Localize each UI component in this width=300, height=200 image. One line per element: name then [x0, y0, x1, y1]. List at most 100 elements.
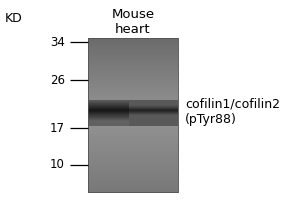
Bar	[88, 100, 178, 101]
Bar	[88, 123, 178, 124]
Bar	[88, 190, 178, 191]
Text: Mouse
heart: Mouse heart	[111, 8, 154, 36]
Bar	[88, 114, 178, 115]
Bar	[88, 48, 178, 49]
Bar	[88, 124, 178, 126]
Bar	[88, 110, 128, 111]
Bar	[88, 122, 128, 123]
Bar	[88, 111, 178, 112]
Bar	[88, 105, 178, 106]
Bar	[88, 124, 128, 125]
Bar	[88, 179, 178, 180]
Bar	[88, 116, 178, 117]
Bar	[88, 75, 178, 76]
Bar	[88, 172, 178, 173]
Bar	[88, 64, 178, 65]
Bar	[88, 59, 178, 60]
Bar	[88, 157, 178, 158]
Bar	[88, 113, 128, 114]
Bar	[88, 133, 178, 134]
Bar	[88, 104, 128, 105]
Bar	[88, 52, 178, 53]
Bar	[88, 86, 178, 87]
Bar	[88, 60, 178, 61]
Bar	[88, 106, 128, 107]
Bar	[88, 115, 178, 116]
Bar	[88, 90, 178, 92]
Bar	[88, 93, 178, 94]
Bar	[88, 163, 178, 164]
Bar	[88, 112, 128, 113]
Bar	[88, 147, 178, 149]
Bar	[88, 182, 178, 183]
Bar	[88, 111, 178, 112]
Bar	[88, 102, 178, 103]
Bar	[88, 80, 178, 81]
Text: cofilin1/cofilin2
(pTyr88): cofilin1/cofilin2 (pTyr88)	[185, 98, 280, 127]
Bar	[88, 101, 128, 102]
Bar	[88, 107, 128, 108]
Bar	[88, 61, 178, 62]
Bar	[88, 82, 178, 83]
Bar	[88, 173, 178, 174]
Bar	[88, 41, 178, 42]
Bar	[88, 169, 178, 170]
Bar	[88, 101, 178, 102]
Bar	[88, 100, 178, 101]
Bar	[88, 131, 178, 132]
Bar	[88, 121, 178, 122]
Bar	[88, 153, 178, 154]
Bar	[88, 149, 178, 150]
Bar	[88, 120, 178, 121]
Bar	[88, 151, 178, 152]
Bar	[88, 180, 178, 181]
Bar	[88, 122, 178, 123]
Bar	[88, 66, 178, 68]
Bar	[88, 112, 128, 113]
Bar	[88, 107, 178, 108]
Bar	[88, 116, 178, 117]
Bar	[88, 106, 178, 107]
Bar	[88, 113, 178, 114]
Bar	[88, 109, 178, 110]
Bar	[88, 102, 128, 103]
Bar	[88, 126, 178, 127]
Bar	[88, 143, 178, 145]
Bar	[88, 100, 128, 101]
Bar	[88, 53, 178, 55]
Bar	[88, 98, 178, 99]
Bar	[88, 116, 178, 117]
Bar	[88, 167, 178, 169]
Bar	[88, 68, 178, 69]
Bar	[88, 108, 128, 109]
Bar	[88, 110, 178, 111]
Bar	[88, 174, 178, 176]
Bar	[88, 39, 178, 40]
Bar	[88, 50, 178, 52]
Bar	[88, 122, 178, 123]
Bar	[88, 165, 178, 166]
Bar	[88, 80, 178, 82]
Bar	[88, 111, 128, 112]
Bar	[88, 147, 178, 148]
Bar	[88, 70, 178, 71]
Bar	[88, 95, 178, 96]
Bar	[88, 154, 178, 156]
Bar	[88, 102, 178, 103]
Bar	[88, 123, 128, 124]
Bar	[88, 51, 178, 52]
Bar	[88, 135, 178, 136]
Bar	[88, 115, 178, 116]
Bar	[88, 93, 178, 95]
Bar	[88, 83, 178, 85]
Bar	[88, 72, 178, 73]
Bar	[88, 187, 178, 188]
Bar	[88, 119, 128, 120]
Bar	[88, 66, 178, 67]
Bar	[88, 43, 178, 45]
Bar	[88, 106, 128, 107]
Bar	[88, 112, 178, 113]
Bar	[88, 89, 178, 90]
Text: 26: 26	[50, 73, 65, 86]
Bar	[88, 104, 178, 105]
